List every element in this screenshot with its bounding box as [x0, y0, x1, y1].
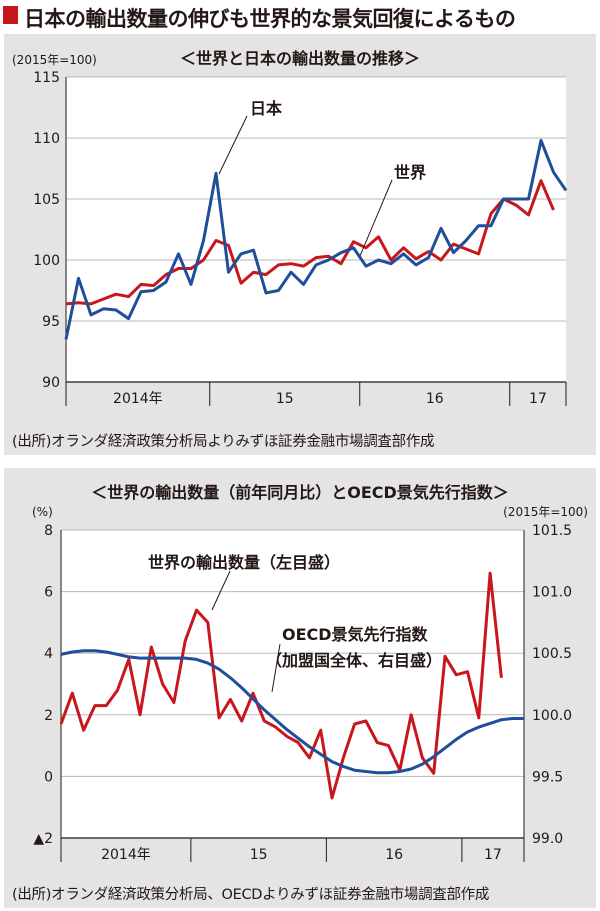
y-unit-label: (2015年=100): [12, 53, 97, 67]
leader-line: [211, 570, 231, 611]
grid: [66, 76, 566, 382]
left-unit-label: (%): [32, 505, 53, 519]
export-volume-trend-chart: ＜世界と日本の輸出数量の推移＞ (2015年=100) 90 95 100 105 11…: [12, 49, 568, 407]
y-tick-label-right: 100.0: [532, 708, 572, 724]
y-tick-label-right: 100.5: [532, 646, 572, 662]
right-unit-label: (2015年=100): [503, 505, 588, 519]
annotation-japan: 日本: [218, 99, 282, 175]
chart-title: ＜世界と日本の輸出数量の推移＞: [180, 49, 420, 68]
y-tick-label: 90: [42, 375, 60, 391]
y-tick-label: 8: [44, 523, 53, 539]
y-tick-label: 105: [33, 192, 60, 208]
y-tick-label: 4: [44, 646, 53, 662]
series-line-oecd: [60, 649, 524, 775]
chart-panel-oecd: ＜世界の輸出数量（前年同月比）とOECD景気先行指数＞ (%) (2015年=1…: [4, 468, 596, 908]
grid: [61, 529, 524, 838]
x-period-label: 2014年: [113, 391, 163, 407]
y-tick-label-right: 99.5: [532, 769, 563, 785]
y-tick-label: 110: [33, 131, 60, 147]
series-lines: [59, 571, 524, 800]
y-tick-label: 100: [33, 253, 60, 269]
plot-area: [61, 530, 524, 838]
annotation-label: 世界: [394, 163, 426, 182]
y-tick-label: 2: [44, 708, 53, 724]
page-title: 日本の輸出数量の伸びも世界的な景気回復によるもの: [24, 7, 516, 31]
y-tick-label-right: 101.5: [532, 523, 572, 539]
series-line-world: [65, 179, 555, 306]
y-tick-label: 0: [44, 769, 53, 785]
annotation-world: 世界: [359, 163, 426, 257]
chart-panel-trend: ＜世界と日本の輸出数量の推移＞ (2015年=100) 90 95 100 105 11…: [4, 34, 596, 455]
series-lines: [64, 138, 568, 340]
x-period-label: 17: [484, 847, 502, 863]
source-note: (出所)オランダ経済政策分析局、OECDよりみずほ証券金融市場調査部作成: [12, 887, 490, 903]
x-period-label: 15: [250, 847, 268, 863]
leader-line: [218, 115, 248, 175]
leader-line: [359, 179, 393, 257]
y-axis-right: 99.0 99.5 100.0 100.5 101.0 101.5: [523, 523, 572, 847]
x-period-label: 15: [276, 391, 294, 407]
x-period-label: 16: [426, 391, 444, 407]
y-tick-label-right: 99.0: [532, 831, 563, 847]
y-tick-label: 95: [42, 314, 60, 330]
x-axis: 2014年 15 16 17: [60, 837, 525, 863]
x-axis: 2014年 15 16 17: [65, 381, 567, 407]
annotation-label: （加盟国全体、右目盛）: [266, 651, 442, 670]
annotation-label: 世界の輸出数量（左目盛）: [148, 553, 340, 572]
leader-line: [271, 643, 281, 693]
y-tick-label-right: 101.0: [532, 585, 572, 601]
x-period-label: 17: [529, 391, 547, 407]
export-yoy-oecd-chart: ＜世界の輸出数量（前年同月比）とOECD景気先行指数＞ (%) (2015年=1…: [32, 483, 588, 863]
y-tick-label: 6: [44, 585, 53, 601]
series-line-world-yoy: [59, 571, 503, 800]
annotation-label: OECD景気先行指数: [282, 625, 429, 644]
annotation-label: 日本: [250, 99, 282, 118]
x-period-label: 2014年: [101, 847, 151, 863]
annotation-world-yoy: 世界の輸出数量（左目盛）: [148, 553, 340, 611]
title-marker: [3, 6, 18, 24]
chart-title: ＜世界の輸出数量（前年同月比）とOECD景気先行指数＞: [91, 483, 509, 502]
y-axis-left: ▲2 0 2 4 6 8: [33, 523, 62, 847]
x-period-label: 16: [385, 847, 403, 863]
series-line-japan: [64, 138, 568, 340]
y-tick-label: ▲2: [33, 831, 53, 847]
annotation-oecd: OECD景気先行指数 （加盟国全体、右目盛）: [266, 625, 442, 693]
source-note: (出所)オランダ経済政策分析局よりみずほ証券金融市場調査部作成: [12, 434, 435, 450]
y-tick-label: 115: [33, 70, 60, 86]
header: 日本の輸出数量の伸びも世界的な景気回復によるもの: [0, 0, 600, 31]
plot-area: [66, 77, 566, 382]
y-axis: 90 95 100 105 110 115: [33, 70, 67, 391]
